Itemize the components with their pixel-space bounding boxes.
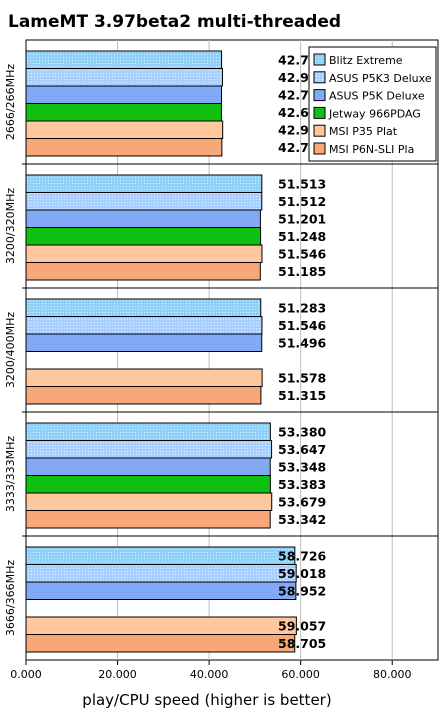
data-label: 51.496 — [278, 335, 327, 350]
legend-box — [308, 46, 437, 162]
bar — [25, 386, 262, 405]
legend-entry: MSI P35 Plat — [329, 125, 398, 138]
data-label: 53.679 — [278, 494, 326, 509]
legend-swatch — [313, 71, 326, 84]
legend-swatch — [313, 53, 326, 66]
bar — [25, 492, 273, 511]
data-label: 53.647 — [278, 442, 326, 457]
data-label: 51.201 — [278, 211, 326, 226]
x-axis-label: play/CPU speed (higher is better) — [82, 691, 331, 709]
bar — [25, 262, 261, 281]
data-label: 51.248 — [278, 229, 326, 244]
x-tick-label: 20.000 — [98, 668, 137, 681]
x-tick-label: 0.000 — [10, 668, 42, 681]
bar — [25, 316, 263, 335]
data-label: 51.513 — [278, 176, 326, 191]
legend-entry: ASUS P5K Deluxe — [329, 90, 425, 103]
data-label: 51.185 — [278, 264, 326, 279]
data-label: 51.546 — [278, 318, 327, 333]
bar — [25, 634, 296, 653]
legend-entry: ASUS P5K3 Deluxe — [329, 72, 432, 85]
data-label: 51.546 — [278, 246, 327, 261]
bar — [25, 85, 223, 104]
bar — [25, 120, 224, 139]
data-label: 58.952 — [278, 583, 326, 598]
data-label: 59.018 — [278, 566, 326, 581]
legend-entry: Jetway 966PDAG — [328, 107, 421, 120]
legend-entry: Blitz Extreme — [329, 54, 403, 67]
bar — [25, 368, 263, 387]
bar — [25, 616, 297, 635]
bar — [25, 422, 271, 441]
legend: Blitz Extreme ASUS P5K3 Deluxe ASUS P5K De… — [308, 46, 437, 162]
bar — [25, 510, 271, 529]
category-label: 3333/333MHz — [4, 436, 17, 512]
chart-title: LameMT 3.97beta2 multi-threaded — [8, 12, 341, 32]
data-label: 59.057 — [278, 618, 326, 633]
data-label: 53.380 — [278, 424, 327, 439]
category-label: 2666/266MHz — [4, 64, 17, 140]
category-label: 3200/400MHz — [4, 312, 17, 388]
legend-entry: MSI P6N-SLI Pla — [329, 143, 414, 156]
x-axis: 0.000 20.000 40.000 60.000 80.000 — [10, 660, 411, 681]
data-label: 58.726 — [278, 548, 327, 563]
bar — [25, 333, 263, 352]
bar — [25, 192, 263, 211]
data-label: 51.578 — [278, 370, 326, 385]
bar — [25, 564, 297, 583]
bar — [25, 103, 222, 122]
data-label: 53.383 — [278, 477, 326, 492]
x-tick-label: 60.000 — [281, 668, 320, 681]
plot-area: 2666/266MHz42.71742.92242.70842.69442.96… — [4, 39, 439, 661]
data-label: 51.283 — [278, 300, 326, 315]
legend-swatch — [313, 124, 326, 137]
bar — [25, 174, 263, 193]
bar — [25, 209, 261, 228]
legend-swatch — [313, 106, 326, 119]
data-label: 53.348 — [278, 459, 326, 474]
bar — [25, 68, 223, 87]
bar — [25, 475, 271, 494]
data-label: 51.315 — [278, 388, 326, 403]
legend-swatch — [313, 142, 326, 155]
bar — [25, 298, 262, 317]
data-label: 58.705 — [278, 636, 326, 651]
data-label: 51.512 — [278, 194, 326, 209]
x-tick-label: 80.000 — [373, 668, 412, 681]
bar — [25, 227, 262, 246]
bar — [25, 457, 271, 476]
x-tick-label: 40.000 — [190, 668, 229, 681]
bar — [25, 244, 263, 263]
bar — [25, 581, 297, 600]
category-label: 3200/320MHz — [4, 188, 17, 264]
bar — [25, 50, 223, 69]
bar — [25, 546, 296, 565]
data-label: 53.342 — [278, 512, 326, 527]
category-label: 3666/366MHz — [4, 560, 17, 636]
bar — [25, 440, 273, 459]
bar — [25, 138, 223, 157]
legend-swatch — [313, 89, 326, 102]
